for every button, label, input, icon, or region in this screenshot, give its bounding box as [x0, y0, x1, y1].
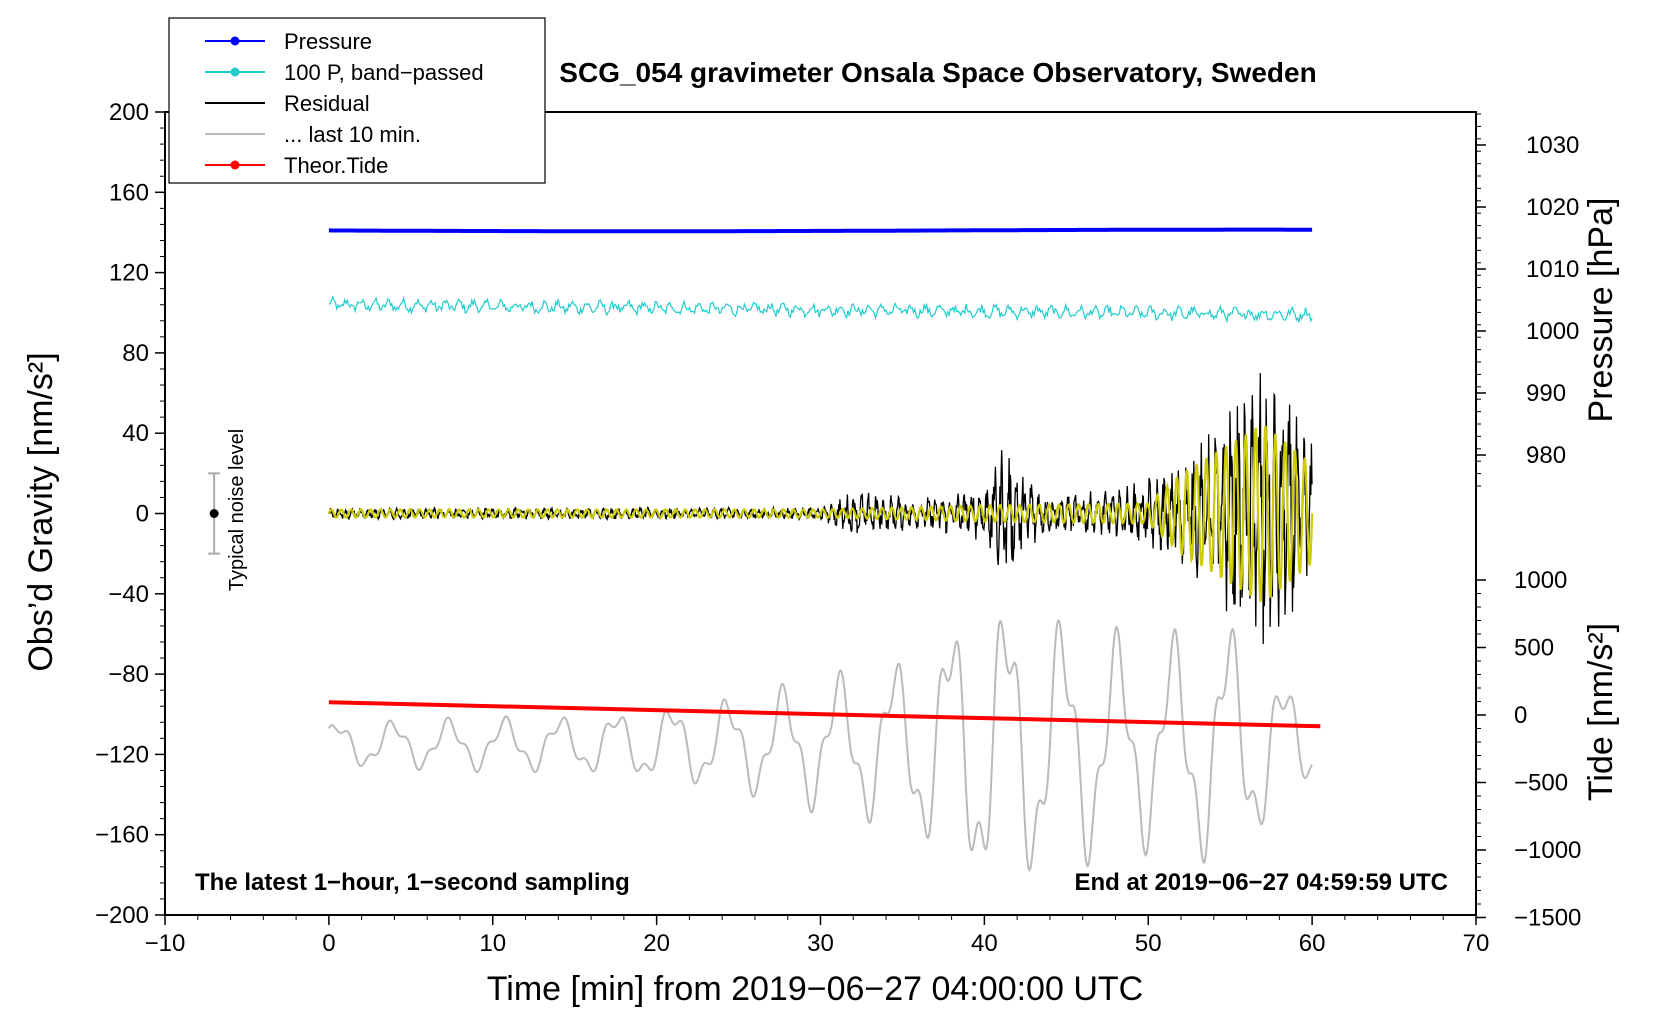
- legend-marker: [230, 160, 240, 170]
- pressure-tick-label: 990: [1526, 380, 1566, 407]
- series-pressure-line: [328, 227, 1313, 234]
- tide-tick-label: 0: [1514, 702, 1527, 729]
- legend-label: 100 P, band−passed: [284, 60, 484, 85]
- x-axis-title: Time [min] from 2019−06−27 04:00:00 UTC: [487, 970, 1143, 1008]
- y-tick-label: −120: [95, 741, 149, 768]
- legend-marker: [230, 36, 240, 46]
- x-tick-label: 40: [971, 930, 998, 957]
- tide-tick-label: −1500: [1514, 905, 1581, 932]
- y-axis-title-pressure: Pressure [hPa]: [1582, 198, 1620, 423]
- legend-items: Pressure 100 P, band−passed Residual ... la…: [205, 29, 484, 178]
- y-tick-label: −40: [108, 581, 149, 608]
- series-residual-filtered-line: [327, 425, 1314, 602]
- legend-label: Pressure: [284, 29, 372, 54]
- tide-tick-label: −1000: [1514, 837, 1581, 864]
- tick-labels: −10 0 10 20 30 40 50 60 7020016012080400−40−80−1…: [95, 99, 1581, 957]
- y-tick-label: 200: [109, 99, 149, 126]
- y-tick-label: 160: [109, 179, 149, 206]
- x-tick-label: −10: [145, 930, 186, 957]
- noise-bar-dot: [209, 509, 219, 518]
- x-tick-label: 60: [1299, 930, 1326, 957]
- x-tick-label: 20: [643, 930, 670, 957]
- pressure-tick-label: 1010: [1526, 256, 1579, 283]
- x-tick-label: 70: [1463, 930, 1490, 957]
- tide-tick-label: 500: [1514, 635, 1554, 662]
- legend-label: Theor.Tide: [284, 153, 388, 178]
- noise-level-bar: [208, 472, 221, 555]
- plot-series: [327, 227, 1321, 873]
- legend-box: [168, 17, 546, 184]
- note-end-time: End at 2019−06−27 04:59:59 UTC: [1074, 869, 1448, 896]
- series-theoretical-tide-line: [328, 700, 1321, 729]
- y-tick-label: −80: [108, 661, 149, 688]
- pressure-tick-label: 980: [1526, 442, 1566, 469]
- pressure-tick-label: 1030: [1526, 132, 1579, 159]
- y-axis-title-gravity: Obs’d Gravity [nm/s²]: [22, 352, 60, 671]
- pressure-tick-label: 1000: [1526, 318, 1579, 345]
- legend-label: ... last 10 min.: [284, 122, 421, 147]
- legend-label: Residual: [284, 91, 370, 116]
- x-tick-label: 30: [807, 930, 834, 957]
- legend-marker: [230, 67, 240, 77]
- chart-title: SCG_054 gravimeter Onsala Space Observat…: [559, 57, 1316, 88]
- y-tick-label: 0: [136, 501, 149, 528]
- x-tick-label: 10: [479, 930, 506, 957]
- x-tick-label: 50: [1135, 930, 1162, 957]
- x-tick-label: 0: [322, 930, 335, 957]
- y-tick-label: 80: [122, 340, 149, 367]
- y-axis-title-tide: Tide [nm/s²]: [1582, 623, 1620, 801]
- series-last-10-min-line: [328, 619, 1313, 873]
- legend: Pressure 100 P, band−passed Residual ... la…: [168, 17, 546, 184]
- y-tick-label: −160: [95, 822, 149, 849]
- pressure-tick-label: 1020: [1526, 194, 1579, 221]
- y-tick-label: 120: [109, 260, 149, 287]
- note-sampling: The latest 1−hour, 1−second sampling: [195, 869, 630, 896]
- y-tick-label: 40: [122, 420, 149, 447]
- axis-ticks: [155, 111, 1486, 925]
- series-pressure-bandpassed-line: [328, 295, 1313, 324]
- tide-tick-label: 1000: [1514, 567, 1567, 594]
- noise-label: Typical noise level: [226, 429, 248, 591]
- y-tick-label: −200: [95, 902, 149, 929]
- tide-tick-label: −500: [1514, 770, 1568, 797]
